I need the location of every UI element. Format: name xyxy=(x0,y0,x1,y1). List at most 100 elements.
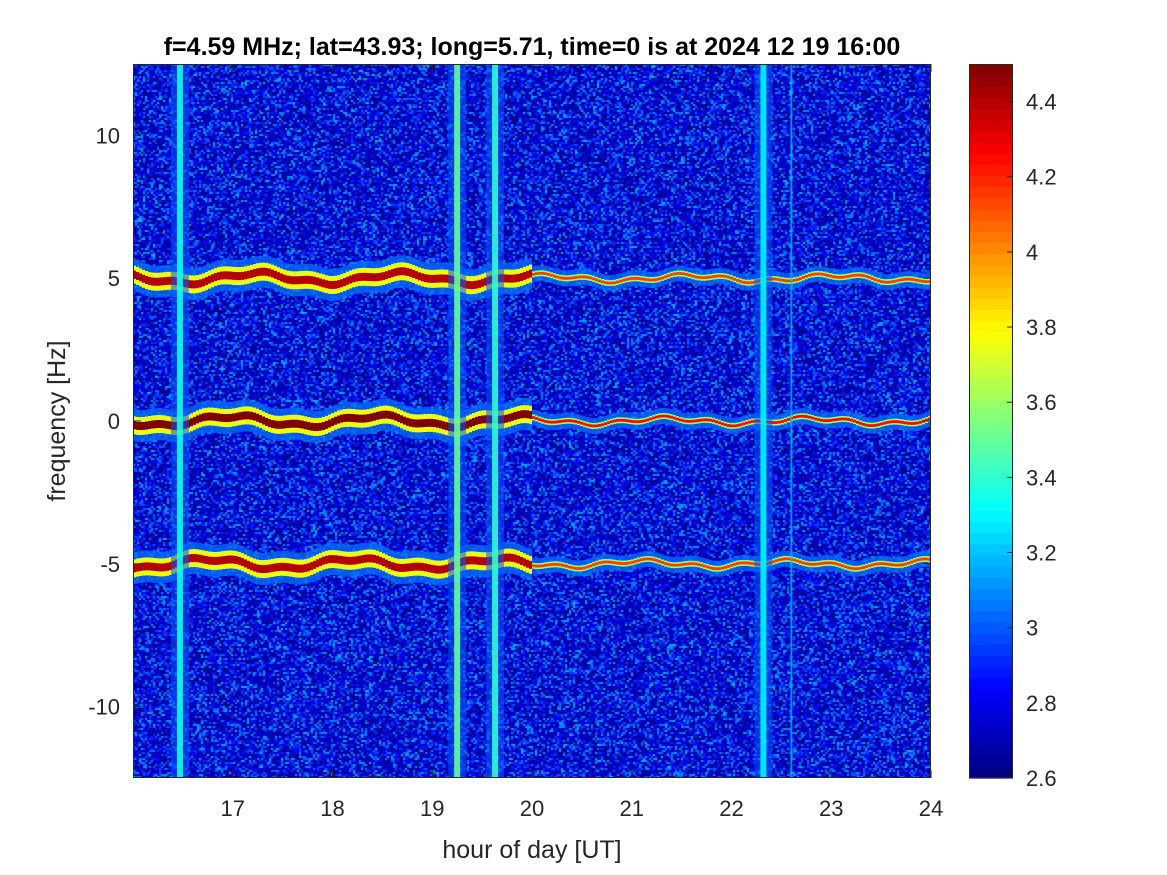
colorbar-step xyxy=(969,287,1013,299)
chart-title: f=4.59 MHz; lat=43.93; long=5.71, time=0… xyxy=(164,33,901,61)
colorbar-step xyxy=(969,376,1013,389)
colorbar-step xyxy=(969,421,1013,433)
colorbar-step xyxy=(969,365,1013,377)
colorbar-step xyxy=(969,554,1013,567)
colorbar-step xyxy=(969,242,1013,255)
colorbar-tick-label: 3.8 xyxy=(1026,315,1057,340)
colorbar-step xyxy=(969,275,1013,288)
colorbar-step xyxy=(969,566,1013,578)
colorbar-tick-label: 2.8 xyxy=(1026,691,1057,716)
colorbar-step xyxy=(969,677,1013,690)
colorbar-step xyxy=(969,153,1013,166)
colorbar-step xyxy=(969,175,1013,188)
colorbar-step xyxy=(969,744,1013,757)
vertical-feature-2 xyxy=(790,64,793,778)
colorbar-step xyxy=(969,711,1013,723)
colorbar-step xyxy=(969,621,1013,634)
y-tick-label: 10 xyxy=(96,123,120,148)
y-axis-ticks: -10 -5 0 5 10 xyxy=(88,123,931,720)
colorbar-step xyxy=(969,610,1013,623)
x-axis-label: hour of day [UT] xyxy=(442,836,621,864)
colorbar-step xyxy=(969,108,1013,121)
colorbar-step xyxy=(969,532,1013,545)
colorbar-step xyxy=(969,209,1013,221)
colorbar-step xyxy=(969,354,1013,366)
x-tick-label: 21 xyxy=(620,796,644,821)
x-tick-label: 22 xyxy=(719,796,743,821)
colorbar-step xyxy=(969,733,1013,746)
colorbar-step xyxy=(969,64,1013,76)
x-tick-label: 23 xyxy=(819,796,843,821)
colorbar-step xyxy=(969,755,1013,768)
colorbar-tick-label: 4.2 xyxy=(1026,165,1057,190)
colorbar-tick-label: 2.6 xyxy=(1026,766,1057,791)
colorbar-ticks: 2.6 2.8 3 3.2 3.4 3.6 3.8 4 4.2 4.4 xyxy=(1007,90,1057,791)
vertical-feature-1 xyxy=(754,64,773,778)
colorbar-step xyxy=(969,197,1013,210)
colorbar-step xyxy=(969,543,1013,556)
y-tick-label: -10 xyxy=(88,695,120,720)
vertical-feature-0 xyxy=(170,64,189,778)
vertical-feature-4 xyxy=(486,64,505,778)
colorbar-step xyxy=(969,476,1013,489)
colorbar-step xyxy=(969,264,1013,277)
colorbar-step xyxy=(969,499,1013,511)
colorbar-step xyxy=(969,588,1013,601)
colorbar-step xyxy=(969,521,1013,534)
colorbar-step xyxy=(969,164,1013,177)
colorbar-tick-label: 4 xyxy=(1026,240,1038,265)
colorbar-step xyxy=(969,510,1013,523)
colorbar-step xyxy=(969,119,1013,132)
colorbar-tick-label: 3.2 xyxy=(1026,541,1057,566)
colorbar-step xyxy=(969,97,1013,110)
colorbar-step xyxy=(969,253,1013,266)
x-tick-label: 19 xyxy=(420,796,444,821)
y-tick-label: 0 xyxy=(108,409,120,434)
colorbar-step xyxy=(969,320,1013,333)
colorbar-step xyxy=(969,298,1013,311)
colorbar-step xyxy=(969,75,1013,87)
colorbar-step xyxy=(969,409,1013,422)
colorbar-step xyxy=(969,599,1013,612)
colorbar-step xyxy=(969,577,1013,589)
x-tick-label: 17 xyxy=(221,796,245,821)
y-axis-label: frequency [Hz] xyxy=(43,340,71,501)
colorbar-step xyxy=(969,398,1013,411)
colorbar-tick-label: 3 xyxy=(1026,616,1038,641)
x-tick-label: 18 xyxy=(320,796,344,821)
x-axis-ticks: 17 18 19 20 21 22 23 24 xyxy=(221,64,943,821)
colorbar-step xyxy=(969,387,1013,400)
signal-bands xyxy=(133,255,931,586)
colorbar-step xyxy=(969,722,1013,734)
vertical-features xyxy=(170,64,793,778)
colorbar-step xyxy=(969,465,1013,478)
colorbar-step xyxy=(969,688,1013,701)
x-tick-label: 24 xyxy=(919,796,943,821)
colorbar-step xyxy=(969,632,1013,645)
colorbar-step xyxy=(969,487,1013,500)
colorbar-step xyxy=(969,86,1013,99)
colorbar-tick-label: 4.4 xyxy=(1026,90,1057,115)
colorbar-step xyxy=(969,130,1013,143)
y-tick-label: 5 xyxy=(108,266,120,291)
colorbar-step xyxy=(969,443,1013,456)
colorbar-step xyxy=(969,644,1013,656)
colorbar-step xyxy=(969,432,1013,444)
colorbar xyxy=(969,64,1013,779)
colorbar-step xyxy=(969,220,1013,232)
colorbar-tick-label: 3.4 xyxy=(1026,465,1057,490)
colorbar-step xyxy=(969,655,1013,668)
vertical-feature-3 xyxy=(448,64,467,778)
colorbar-step xyxy=(969,331,1013,344)
colorbar-step xyxy=(969,186,1013,199)
colorbar-tick-label: 3.6 xyxy=(1026,390,1057,415)
colorbar-step xyxy=(969,766,1013,779)
colorbar-step xyxy=(969,309,1013,322)
colorbar-step xyxy=(969,454,1013,467)
colorbar-step xyxy=(969,342,1013,355)
colorbar-frame xyxy=(969,64,1013,778)
colorbar-step xyxy=(969,231,1013,244)
colorbar-step xyxy=(969,699,1013,712)
x-tick-label: 20 xyxy=(520,796,544,821)
